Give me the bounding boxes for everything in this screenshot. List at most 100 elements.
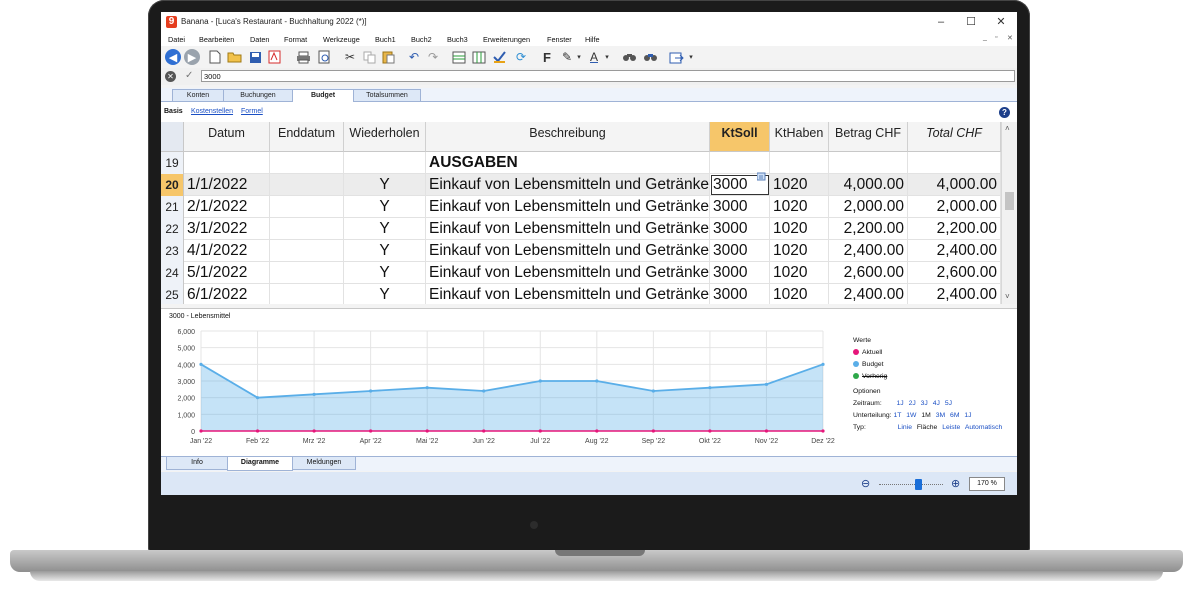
- chevron-down-icon[interactable]: ▾: [689, 54, 693, 61]
- cell-beschreibung[interactable]: Einkauf von Lebensmitteln und Getränken: [426, 174, 710, 196]
- zeitraum-5j[interactable]: 5J: [944, 400, 952, 407]
- scroll-down-icon[interactable]: ˅: [1005, 292, 1010, 301]
- maximize-button[interactable]: ☐: [966, 16, 976, 28]
- column-settings-icon[interactable]: [471, 49, 487, 65]
- row-number[interactable]: 25: [161, 284, 184, 304]
- unterteilung-1j[interactable]: 1J: [964, 412, 972, 419]
- cell-ktsoll[interactable]: 3000: [710, 240, 770, 262]
- cell-ktsoll[interactable]: 3000: [710, 196, 770, 218]
- menu-format[interactable]: Format: [284, 35, 308, 44]
- table-row[interactable]: 23 4/1/2022 Y Einkauf von Lebensmitteln …: [161, 240, 1001, 262]
- row-number[interactable]: 19: [161, 152, 184, 174]
- open-folder-icon[interactable]: [226, 49, 242, 65]
- cell-betrag[interactable]: 2,600.00: [829, 262, 908, 284]
- cell-wiederholen[interactable]: Y: [344, 218, 426, 240]
- zoom-slider-thumb[interactable]: [915, 479, 922, 490]
- print-icon[interactable]: [295, 49, 311, 65]
- cell-betrag[interactable]: 2,000.00: [829, 196, 908, 218]
- menu-fenster[interactable]: Fenster: [547, 35, 572, 44]
- cell-ktsoll[interactable]: 3000: [710, 284, 770, 304]
- tab-budget[interactable]: Budget: [292, 89, 354, 102]
- cell-betrag[interactable]: [829, 152, 908, 174]
- chevron-down-icon[interactable]: ▾: [577, 54, 581, 61]
- table-row[interactable]: 22 3/1/2022 Y Einkauf von Lebensmitteln …: [161, 218, 1001, 240]
- menu-buch2[interactable]: Buch2: [411, 35, 432, 44]
- row-number[interactable]: 21: [161, 196, 184, 218]
- cell-ktsoll[interactable]: [710, 152, 770, 174]
- export-icon[interactable]: [668, 49, 684, 65]
- scrollbar-thumb[interactable]: [1005, 192, 1014, 210]
- cell-total[interactable]: 4,000.00: [908, 174, 1001, 196]
- cell-beschreibung[interactable]: AUSGABEN: [426, 152, 710, 174]
- cell-beschreibung[interactable]: Einkauf von Lebensmitteln und Getränken: [426, 262, 710, 284]
- cell-wiederholen[interactable]: Y: [344, 284, 426, 304]
- mdi-minimize-button[interactable]: _: [983, 34, 987, 41]
- tab-info[interactable]: Info: [166, 457, 228, 470]
- typ-linie[interactable]: Linie: [897, 424, 912, 431]
- cell-enddatum[interactable]: [270, 152, 344, 174]
- cell-beschreibung[interactable]: Einkauf von Lebensmitteln und Getränken: [426, 240, 710, 262]
- cell-total[interactable]: 2,400.00: [908, 284, 1001, 304]
- print-preview-icon[interactable]: [316, 49, 332, 65]
- table-row[interactable]: 24 5/1/2022 Y Einkauf von Lebensmitteln …: [161, 262, 1001, 284]
- check-icon[interactable]: [491, 49, 507, 65]
- cell-wiederholen[interactable]: [344, 152, 426, 174]
- zoom-level[interactable]: 170 %: [969, 477, 1005, 491]
- legend-item-vorherig[interactable]: Vorherig: [853, 373, 887, 380]
- menu-buch3[interactable]: Buch3: [447, 35, 468, 44]
- cell-datum[interactable]: 5/1/2022: [184, 262, 270, 284]
- mdi-restore-button[interactable]: ▫: [995, 34, 998, 41]
- unterteilung-6m[interactable]: 6M: [950, 412, 960, 419]
- column-header-total-chf[interactable]: Total CHF: [908, 122, 1001, 152]
- table-row[interactable]: 25 6/1/2022 Y Einkauf von Lebensmitteln …: [161, 284, 1001, 304]
- table-row[interactable]: 19 AUSGABEN: [161, 152, 1001, 174]
- cell-total[interactable]: 2,600.00: [908, 262, 1001, 284]
- row-number[interactable]: 22: [161, 218, 184, 240]
- cell-total[interactable]: 2,400.00: [908, 240, 1001, 262]
- cell-datum[interactable]: 2/1/2022: [184, 196, 270, 218]
- row-number[interactable]: 24: [161, 262, 184, 284]
- zoom-slider-track[interactable]: [879, 484, 943, 486]
- cell-kthaben[interactable]: 1020: [770, 196, 829, 218]
- unterteilung-1m-selected[interactable]: 1M: [921, 412, 931, 419]
- column-header-ktsoll[interactable]: KtSoll: [710, 122, 770, 152]
- cell-enddatum[interactable]: [270, 218, 344, 240]
- unterteilung-1t[interactable]: 1T: [893, 412, 902, 419]
- pdf-icon[interactable]: [266, 49, 282, 65]
- view-kostenstellen[interactable]: Kostenstellen: [191, 108, 234, 115]
- cell-enddatum[interactable]: [270, 196, 344, 218]
- help-icon[interactable]: ?: [999, 107, 1010, 118]
- formula-input[interactable]: 3000: [201, 70, 1015, 82]
- confirm-edit-icon[interactable]: ✓: [185, 70, 194, 81]
- menu-buch1[interactable]: Buch1: [375, 35, 396, 44]
- zeitraum-2j[interactable]: 2J: [908, 400, 916, 407]
- minimize-button[interactable]: –: [937, 16, 945, 28]
- cell-datum[interactable]: 1/1/2022: [184, 174, 270, 196]
- unterteilung-1w[interactable]: 1W: [906, 412, 917, 419]
- menu-werkzeuge[interactable]: Werkzeuge: [323, 35, 360, 44]
- typ-leiste[interactable]: Leiste: [942, 424, 961, 431]
- zoom-in-icon[interactable]: ⊕: [951, 478, 961, 490]
- find-replace-icon[interactable]: [642, 49, 658, 65]
- tab-buchungen[interactable]: Buchungen: [223, 89, 293, 101]
- cell-betrag[interactable]: 4,000.00: [829, 174, 908, 196]
- typ-automatisch[interactable]: Automatisch: [964, 424, 1003, 431]
- highlight-pen-icon[interactable]: ✎: [561, 50, 573, 64]
- tab-konten[interactable]: Konten: [172, 89, 224, 101]
- menu-bearbeiten[interactable]: Bearbeiten: [199, 35, 235, 44]
- column-header-kthaben[interactable]: KtHaben: [770, 122, 829, 152]
- account-lookup-icon[interactable]: [756, 172, 767, 181]
- scroll-up-icon[interactable]: ˄: [1005, 124, 1010, 133]
- tab-diagramme[interactable]: Diagramme: [227, 457, 293, 471]
- tab-totalsummen[interactable]: Totalsummen: [353, 89, 421, 101]
- cell-kthaben[interactable]: 1020: [770, 262, 829, 284]
- paste-icon[interactable]: [380, 49, 396, 65]
- cell-kthaben[interactable]: 1020: [770, 240, 829, 262]
- cell-total[interactable]: 2,000.00: [908, 196, 1001, 218]
- column-header-beschreibung[interactable]: Beschreibung: [426, 122, 710, 152]
- mdi-close-button[interactable]: ✕: [1007, 35, 1013, 42]
- row-number[interactable]: 23: [161, 240, 184, 262]
- redo-icon[interactable]: ↷: [427, 50, 439, 64]
- view-formel[interactable]: Formel: [241, 108, 263, 115]
- cell-beschreibung[interactable]: Einkauf von Lebensmitteln und Getränken: [426, 196, 710, 218]
